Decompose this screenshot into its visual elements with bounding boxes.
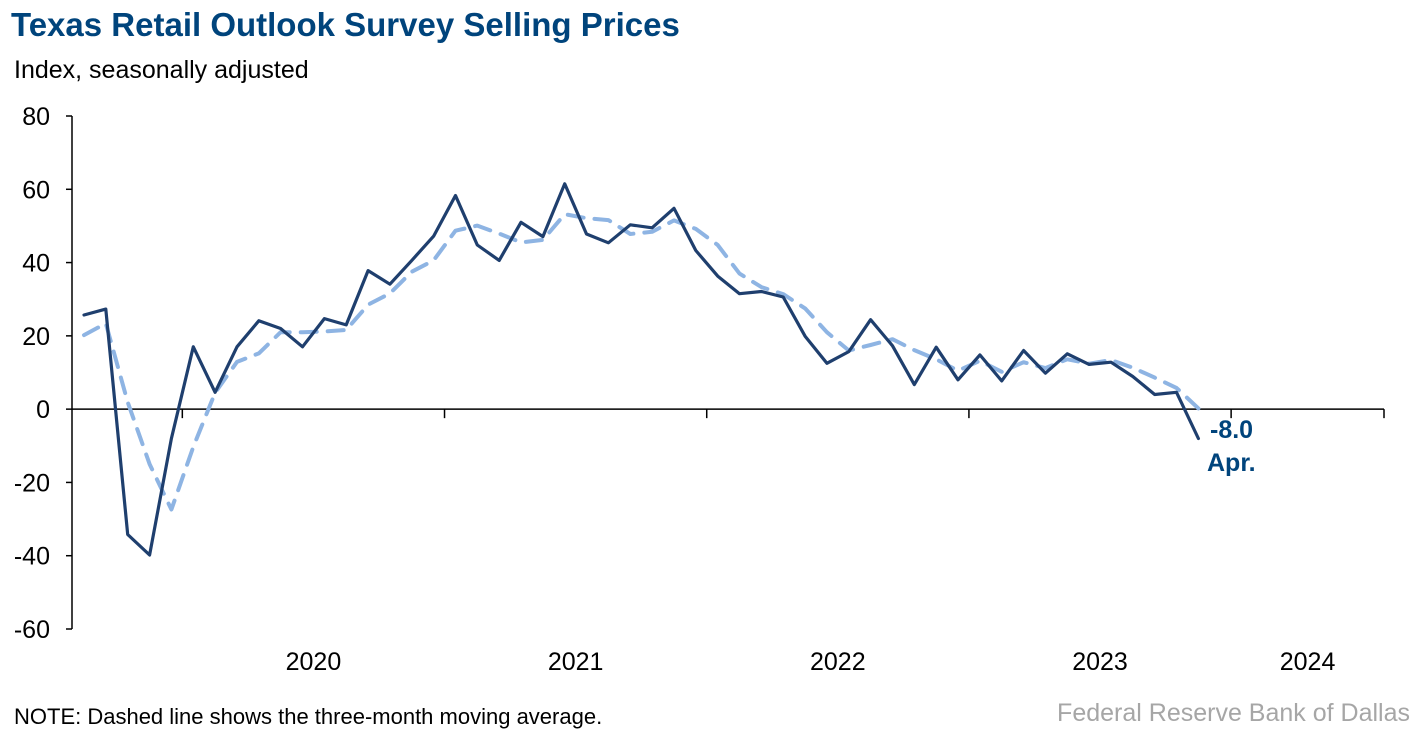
latest-value-annotation: -8.0 [1210,416,1253,444]
series-layer [82,182,1201,557]
chart-note: NOTE: Dashed line shows the three-month … [14,704,603,729]
chart-subtitle: Index, seasonally adjusted [14,56,309,84]
x-tick-label: 2024 [1280,648,1336,676]
moving-average-line [82,212,1201,512]
chart-title: Texas Retail Outlook Survey Selling Pric… [11,6,680,43]
y-tick-label: -60 [14,616,50,644]
y-tick-label: 80 [22,103,50,131]
y-tick-label: 60 [22,176,50,204]
y-tick-label: -40 [14,543,50,571]
chart-source: Federal Reserve Bank of Dallas [1057,699,1410,727]
x-tick-label: 2023 [1072,648,1128,676]
x-tick-label: 2022 [810,648,866,676]
y-tick-label: 40 [22,250,50,278]
y-tick-label: 20 [22,323,50,351]
axes: -60 -40 -20 0 20 40 60 80 2020 2021 2022 2023 2024 [14,103,1385,676]
latest-month-annotation: Apr. [1207,449,1256,477]
index-line [82,182,1201,557]
x-tick-label: 2020 [286,648,342,676]
x-tick-label: 2021 [548,648,604,676]
y-tick-label: -20 [14,469,50,497]
y-tick-label: 0 [36,396,50,424]
